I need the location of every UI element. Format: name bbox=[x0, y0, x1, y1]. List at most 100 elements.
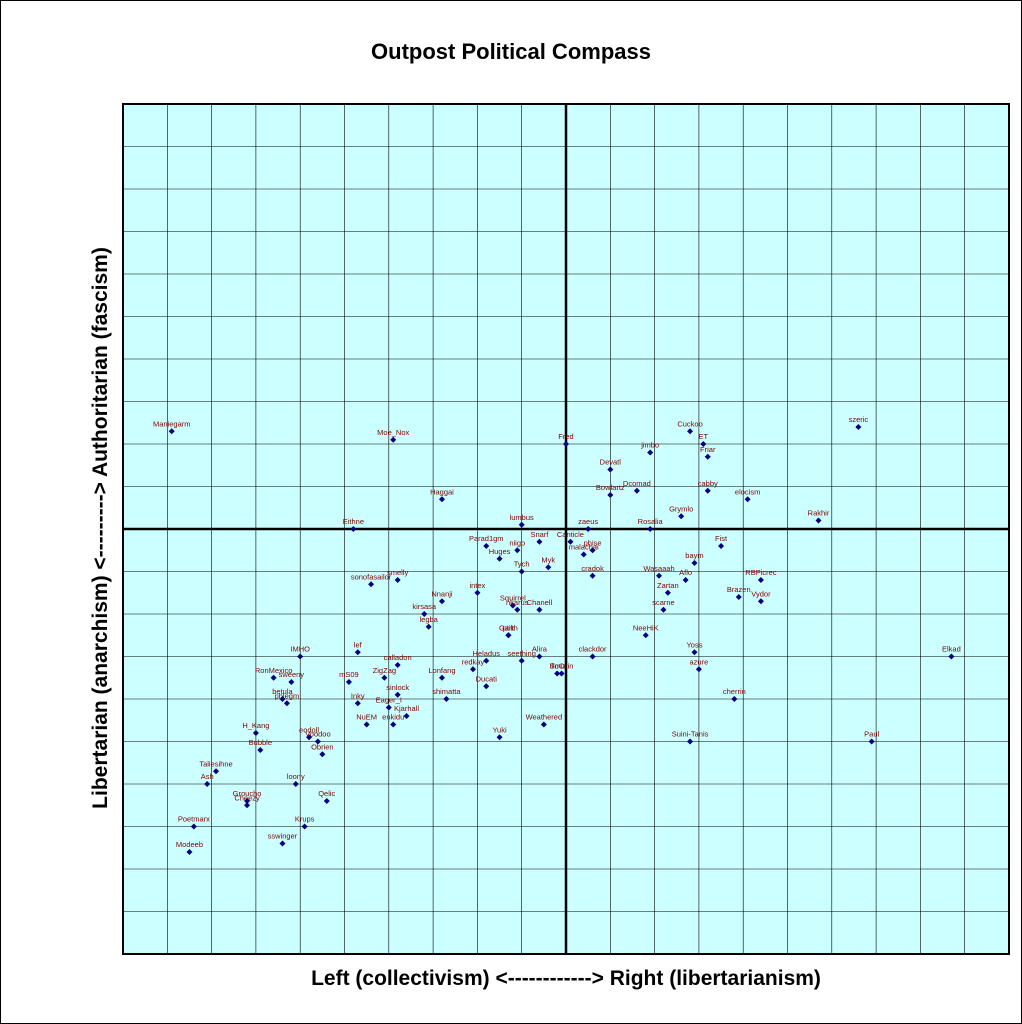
data-point: redkay bbox=[462, 657, 484, 673]
data-point: Rakhir bbox=[808, 509, 830, 524]
data-point: Bowlartz bbox=[596, 483, 625, 498]
data-point: Dcomad bbox=[623, 479, 651, 494]
data-point: ET bbox=[699, 432, 709, 447]
data-point: IMHO bbox=[290, 645, 310, 660]
data-point: Fred bbox=[558, 432, 574, 447]
point-label: Elkad bbox=[942, 645, 961, 654]
point-marker bbox=[540, 721, 547, 728]
point-marker bbox=[443, 696, 450, 702]
point-label: Chanell bbox=[527, 598, 553, 607]
point-marker bbox=[252, 730, 259, 736]
point-label: shimatta bbox=[432, 687, 461, 696]
point-label: Obrien bbox=[311, 742, 334, 751]
point-marker bbox=[505, 632, 512, 639]
point-label: H_Kang bbox=[242, 721, 269, 730]
point-label: Groucho bbox=[233, 789, 262, 798]
point-marker bbox=[390, 436, 397, 443]
data-point: Suini-Tanis bbox=[672, 730, 709, 745]
data-point: sweeny bbox=[279, 670, 305, 685]
point-marker bbox=[545, 564, 552, 571]
data-point: Friar bbox=[700, 445, 716, 460]
point-marker bbox=[288, 679, 295, 685]
data-point: Canticle bbox=[557, 530, 584, 545]
data-point: mS09 bbox=[339, 670, 359, 685]
point-label: Garth bbox=[499, 623, 518, 632]
point-label: sswinger bbox=[268, 832, 298, 841]
point-label: ET bbox=[699, 432, 709, 441]
point-marker bbox=[204, 781, 211, 787]
point-label: lumbus bbox=[510, 513, 534, 522]
point-marker bbox=[695, 666, 702, 673]
data-point: Devatl bbox=[600, 458, 621, 473]
point-label: NeeHiK bbox=[633, 623, 659, 632]
point-marker bbox=[757, 598, 764, 605]
point-label: illmurin bbox=[550, 662, 574, 671]
point-label: szeric bbox=[849, 415, 869, 424]
point-marker bbox=[354, 700, 361, 707]
point-marker bbox=[514, 606, 521, 613]
point-label: cherrin bbox=[723, 687, 746, 696]
data-point: Zartan bbox=[657, 581, 679, 596]
point-marker bbox=[394, 577, 401, 583]
point-label: sweeny bbox=[279, 670, 305, 679]
point-marker bbox=[757, 577, 764, 583]
data-point: Poetmarx bbox=[178, 815, 210, 830]
data-point: sinlock bbox=[386, 683, 409, 698]
point-label: loony bbox=[287, 772, 305, 781]
data-point: szeric bbox=[849, 415, 869, 430]
point-label: Huges bbox=[489, 547, 511, 556]
data-point: jimbo bbox=[640, 441, 659, 456]
point-marker bbox=[815, 517, 822, 524]
point-label: IMHO bbox=[290, 645, 310, 654]
data-point: phlegm bbox=[275, 691, 299, 707]
data-point: SoO bbox=[550, 662, 565, 677]
point-marker bbox=[647, 526, 654, 532]
point-marker bbox=[704, 453, 711, 460]
point-marker bbox=[244, 798, 251, 804]
data-point: Brazen bbox=[727, 585, 751, 600]
point-marker bbox=[394, 691, 401, 698]
point-marker bbox=[403, 713, 410, 719]
point-marker bbox=[350, 526, 357, 532]
data-point: Squirrel bbox=[500, 594, 526, 609]
point-marker bbox=[518, 657, 525, 664]
point-marker bbox=[438, 674, 445, 681]
data-point: Alira bbox=[532, 645, 548, 660]
data-point: Cuckoo bbox=[677, 419, 703, 435]
point-label: Ducati bbox=[476, 674, 498, 683]
point-label: Aflo bbox=[679, 568, 692, 577]
data-point: clackdor bbox=[579, 645, 607, 660]
point-marker bbox=[563, 441, 569, 447]
point-label: legba bbox=[419, 615, 438, 624]
point-label: ptik bbox=[503, 623, 515, 632]
point-label: Fred bbox=[558, 432, 573, 441]
point-marker bbox=[607, 492, 614, 498]
data-point: Vydor bbox=[751, 589, 771, 605]
data-point: NuEM bbox=[356, 713, 377, 728]
point-label: Weathered bbox=[526, 713, 563, 722]
data-point: Cheezy bbox=[234, 793, 260, 809]
point-label: mS09 bbox=[339, 670, 359, 679]
point-marker bbox=[735, 594, 742, 600]
point-marker bbox=[607, 466, 614, 473]
point-marker bbox=[704, 487, 711, 494]
point-marker bbox=[186, 849, 193, 855]
point-label: baym bbox=[685, 551, 703, 560]
point-label: Lonfang bbox=[428, 666, 455, 675]
data-point: eodoll bbox=[299, 725, 319, 741]
point-label: Myk bbox=[541, 555, 555, 564]
point-label: Grymlo bbox=[669, 504, 693, 513]
point-label: jimbo bbox=[640, 441, 659, 450]
point-label: sinlock bbox=[386, 683, 409, 692]
center-axes bbox=[123, 104, 1009, 954]
point-marker bbox=[168, 428, 175, 435]
data-point: zaeus bbox=[578, 517, 598, 532]
point-marker bbox=[518, 521, 525, 528]
data-point: intex bbox=[469, 581, 486, 596]
x-axis-title: Left (collectivism) <------------> Right… bbox=[311, 967, 821, 990]
data-point: Obrien bbox=[311, 742, 334, 758]
point-label: NuEM bbox=[356, 713, 377, 722]
point-marker bbox=[731, 696, 738, 702]
data-point: Ducati bbox=[476, 674, 498, 690]
